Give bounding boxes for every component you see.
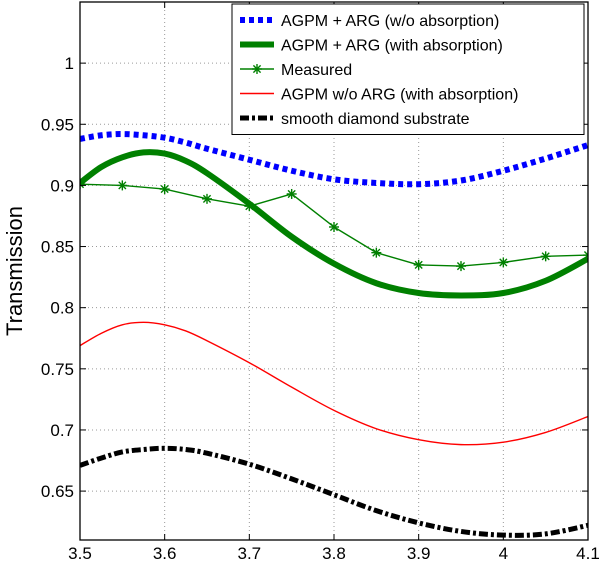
x-tick-label: 4 [499, 544, 508, 561]
y-axis-label: Transmission [2, 206, 27, 336]
y-tick-label: 0.75 [41, 360, 74, 379]
y-tick-label: 0.7 [50, 421, 74, 440]
series-line-agpm-arg-w-o-absorption [80, 131, 588, 188]
y-tick-label: 0.85 [41, 238, 74, 257]
series-agpm-arg-with-absorption [80, 149, 588, 299]
star-stroke [583, 251, 588, 257]
y-tick-label: 0.65 [41, 482, 74, 501]
x-tick-label: 3.7 [238, 544, 262, 561]
legend-item-agpm-arg-with-absorption: AGPM + ARG (with absorption) [240, 38, 503, 55]
data-point-measured [117, 180, 128, 191]
star-stroke [245, 202, 254, 211]
data-point-measured [202, 193, 212, 204]
series-layer [80, 131, 588, 538]
x-tick-label: 3.8 [322, 544, 346, 561]
star-stroke [329, 222, 339, 232]
star-stroke [80, 180, 85, 186]
star-stroke [160, 184, 169, 194]
legend-label: AGPM w/o ARG (with absorption) [281, 87, 518, 104]
series-measured [80, 179, 588, 272]
star-stroke [583, 254, 588, 260]
legend-star-marker [252, 64, 262, 74]
grid [80, 2, 588, 540]
x-tick-label: 3.5 [68, 544, 92, 561]
star-stroke [118, 181, 127, 190]
star-stroke [456, 262, 466, 271]
x-tick-label: 3.6 [153, 544, 177, 561]
data-point-measured [329, 221, 339, 232]
star-stroke [372, 248, 381, 257]
legend-item-smooth-diamond-substrate: smooth diamond substrate [240, 111, 470, 128]
star-stroke [499, 258, 508, 267]
data-point-measured [583, 250, 588, 261]
data-point-measured [80, 179, 85, 190]
legend-item-agpm-arg-w-o-absorption: AGPM + ARG (w/o absorption) [240, 13, 499, 30]
x-tick-label: 3.9 [407, 544, 431, 561]
series-agpm-arg-w-o-absorption [80, 131, 588, 188]
legend-item-measured: Measured [240, 62, 352, 79]
y-tick-label: 1 [65, 54, 74, 73]
data-point-measured [371, 247, 382, 258]
star-stroke [80, 183, 85, 189]
legend: AGPM + ARG (w/o absorption) AGPM + ARG (w… [231, 3, 585, 135]
data-point-measured [540, 251, 551, 262]
data-point-measured [498, 257, 509, 268]
star-stroke [414, 260, 423, 269]
series-smooth-diamond-substrate [80, 445, 588, 538]
star-stroke [252, 64, 262, 74]
data-point-measured [159, 184, 170, 195]
series-line-agpm-w-o-arg-with-absorption [80, 321, 588, 446]
x-tick-label: 4.1 [576, 544, 600, 561]
y-tick-label: 0.8 [50, 299, 74, 318]
data-point-measured [413, 259, 424, 270]
legend-box [231, 3, 585, 135]
series-line-agpm-arg-with-absorption [80, 149, 588, 299]
data-point-measured [286, 188, 297, 199]
data-point-measured [244, 201, 255, 212]
legend-label: AGPM + ARG (w/o absorption) [281, 13, 499, 30]
star-stroke [541, 252, 550, 261]
legend-item-agpm-w-o-arg-with-absorption: AGPM w/o ARG (with absorption) [240, 87, 518, 104]
legend-label: Measured [281, 62, 352, 79]
series-line-smooth-diamond-substrate [80, 445, 588, 538]
y-tick-label: 0.95 [41, 115, 74, 134]
legend-label: AGPM + ARG (with absorption) [281, 38, 503, 55]
y-tick-label: 0.9 [50, 176, 74, 195]
ticks: 3.5 3.6 3.7 3.8 3.9 4 4.1 0.65 0.7 0.75 0.8 0.85 0.9… [41, 2, 600, 561]
series-agpm-w-o-arg-with-absorption [80, 321, 588, 446]
star-stroke [287, 189, 296, 199]
legend-label: smooth diamond substrate [281, 111, 470, 128]
star-stroke [202, 194, 212, 203]
data-point-measured [456, 261, 466, 272]
